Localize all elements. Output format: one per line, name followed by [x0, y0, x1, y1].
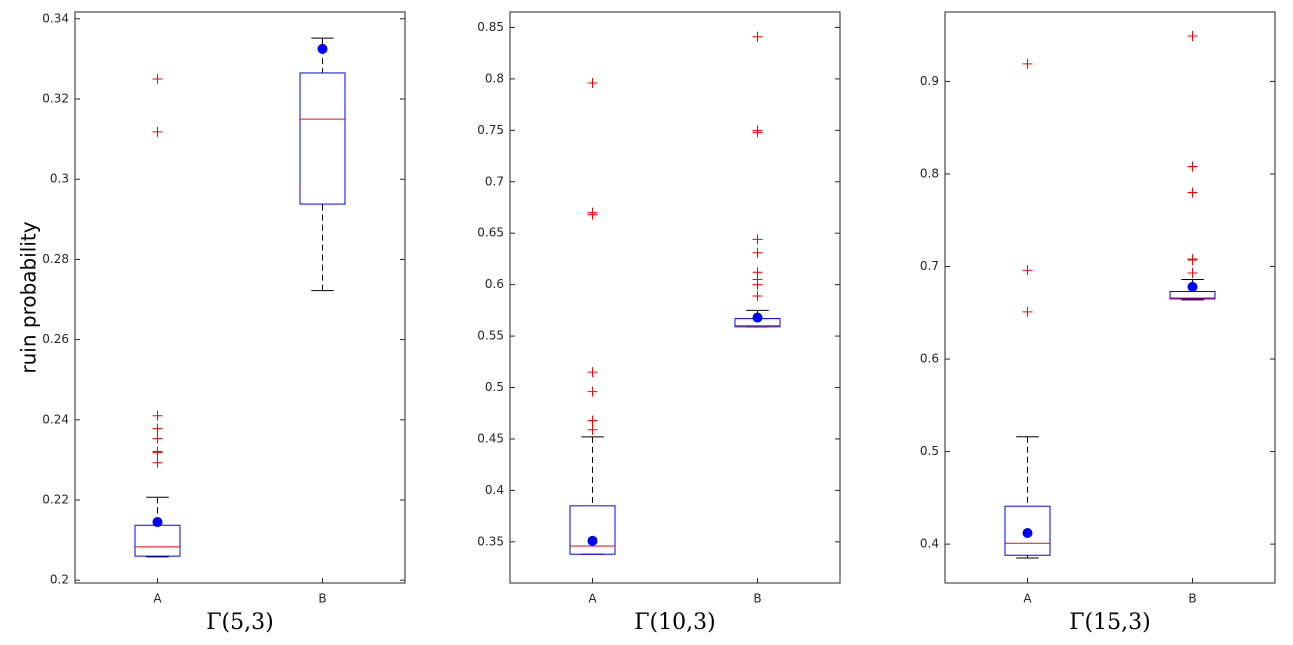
chart-panel: 0.4 0.5 0.6 0.7 0.8 0.9 A B Γ(15,3) — [920, 11, 1276, 635]
mean — [752, 312, 763, 323]
y-tick-label: 0.2 — [50, 573, 69, 587]
y-tick-label: 0.7 — [920, 259, 939, 273]
axes-frame — [509, 11, 841, 584]
x-tick-label: B — [1188, 592, 1196, 606]
outlier — [587, 424, 598, 435]
y-tick-label: 0.4 — [485, 483, 504, 497]
outlier — [152, 447, 163, 458]
y-axis-label: ruin probability — [17, 221, 41, 373]
x-tick-label: B — [753, 592, 761, 606]
outlier — [587, 209, 598, 220]
axes-frame — [944, 11, 1276, 584]
y-tick-label: 0.34 — [42, 11, 69, 25]
y-tick-label: 0.9 — [920, 74, 939, 88]
outlier — [1187, 31, 1198, 42]
y-tick-label: 0.7 — [485, 174, 504, 188]
y-tick-label: 0.22 — [42, 492, 69, 506]
outlier — [752, 31, 763, 42]
outlier — [752, 290, 763, 301]
axes-frame — [74, 11, 406, 584]
outlier — [152, 433, 163, 444]
y-tick-label: 0.24 — [42, 412, 69, 426]
outlier — [152, 73, 163, 84]
y-tick-label: 0.65 — [477, 226, 504, 240]
outlier — [152, 410, 163, 421]
outlier — [752, 234, 763, 245]
x-tick-label: A — [588, 592, 597, 606]
outlier — [1022, 306, 1033, 317]
outlier — [752, 279, 763, 290]
y-tick-label: 0.6 — [485, 277, 504, 291]
y-tick-label: 0.32 — [42, 92, 69, 106]
mean — [152, 517, 163, 528]
box — [134, 524, 181, 557]
y-tick-label: 0.4 — [920, 537, 939, 551]
y-tick-label: 0.8 — [920, 166, 939, 180]
outlier — [587, 415, 598, 426]
x-axis-label: Γ(10,3) — [634, 610, 715, 635]
y-tick-label: 0.6 — [920, 352, 939, 366]
y-tick-label: 0.5 — [485, 380, 504, 394]
outlier — [1187, 267, 1198, 278]
outlier — [1187, 161, 1198, 172]
y-tick-label: 0.5 — [920, 444, 939, 458]
y-tick-label: 0.45 — [477, 431, 504, 445]
outlier — [752, 247, 763, 258]
outlier — [152, 457, 163, 468]
box — [1004, 505, 1051, 556]
x-axis-label: Γ(5,3) — [206, 610, 273, 635]
mean — [1022, 528, 1033, 539]
y-tick-label: 0.8 — [485, 71, 504, 85]
y-tick-label: 0.35 — [477, 534, 504, 548]
x-tick-label: A — [1023, 592, 1032, 606]
y-tick-label: 0.85 — [477, 20, 504, 34]
outlier — [587, 367, 598, 378]
outlier — [1187, 187, 1198, 198]
outlier — [1022, 58, 1033, 69]
outlier — [152, 423, 163, 434]
y-tick-label: 0.55 — [477, 329, 504, 343]
x-axis-label: Γ(15,3) — [1069, 610, 1150, 635]
outlier — [587, 77, 598, 88]
x-tick-label: B — [318, 592, 326, 606]
outlier — [152, 126, 163, 137]
outlier — [1187, 255, 1198, 266]
y-tick-label: 0.26 — [42, 332, 69, 346]
chart-panel: 0.35 0.4 0.45 0.5 0.55 0.6 0.65 0.7 0.75 0.8 0.85 A… — [477, 11, 841, 635]
outlier — [1022, 265, 1033, 276]
box — [299, 72, 346, 205]
y-tick-label: 0.3 — [50, 172, 69, 186]
mean — [1187, 281, 1198, 292]
y-tick-label: 0.28 — [42, 252, 69, 266]
outlier — [752, 127, 763, 138]
mean — [317, 43, 328, 54]
box — [569, 505, 616, 555]
y-tick-label: 0.75 — [477, 123, 504, 137]
outlier — [587, 386, 598, 397]
mean — [587, 535, 598, 546]
x-tick-label: A — [153, 592, 162, 606]
chart-panel: 0.2 0.22 0.24 0.26 0.28 0.3 0.32 0.34 A B Γ(5,3) ru… — [17, 11, 406, 635]
